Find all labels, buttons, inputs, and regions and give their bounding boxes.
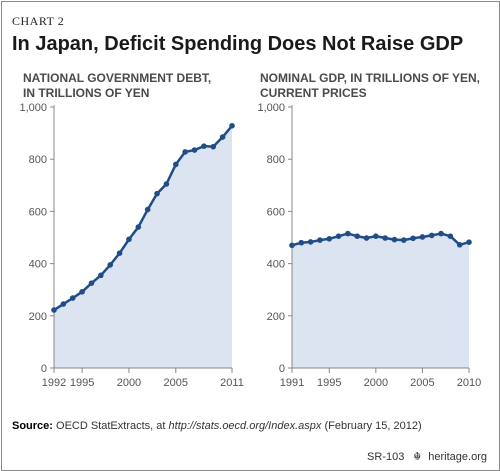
left-panel-title-line1: NATIONAL GOVERNMENT DEBT,: [23, 71, 212, 85]
gdp-y-tick-label: 400: [267, 259, 285, 271]
debt-data-point: [88, 280, 95, 286]
gdp-y-tick-label: 800: [267, 154, 285, 166]
debt-data-point: [144, 206, 151, 213]
debt-data-point: [154, 190, 160, 197]
gdp-data-point: [466, 239, 472, 245]
debt-data-point: [69, 295, 76, 301]
gdp-data-point: [363, 235, 370, 241]
debt-x-tick-label: 2011: [220, 377, 244, 389]
debt-data-point: [126, 236, 132, 243]
gdp-y-tick-label: 600: [267, 206, 285, 218]
debt-data-point: [98, 272, 104, 279]
site-link[interactable]: heritage.org: [428, 451, 487, 463]
gdp-y-tick-label: 200: [267, 311, 285, 323]
debt-data-point: [163, 181, 170, 187]
left-panel-title-line2: IN TRILLIONS OF YEN: [23, 86, 150, 100]
debt-data-point: [135, 224, 142, 230]
gdp-data-point: [456, 242, 463, 248]
gdp-x-tick-label: 1995: [317, 377, 341, 389]
debt-data-point: [116, 250, 123, 256]
debt-y-tick-label: 1,000: [19, 102, 47, 114]
charts-canvas: 0 200 400 600 800 1,000 1992 1995 2000 2005 2011 0 2…: [19, 102, 481, 389]
debt-data-point: [229, 122, 235, 129]
debt-data-point: [201, 143, 207, 149]
gdp-y-tick-label: 1,000: [257, 102, 285, 114]
gdp-data-point: [326, 236, 333, 242]
debt-data-point: [79, 288, 85, 295]
gdp-data-point: [428, 232, 435, 239]
report-id: SR-103: [367, 451, 405, 463]
gdp-x-tick-label: 1991: [280, 377, 304, 389]
gdp-data-point: [354, 233, 361, 239]
gdp-x-tick-label: 2000: [364, 377, 388, 389]
left-panel-title: NATIONAL GOVERNMENT DEBT, IN TRILLIONS O…: [23, 71, 263, 101]
gdp-y-tick-label: 0: [279, 363, 285, 375]
gdp-data-point: [419, 234, 426, 240]
debt-x-tick-label: 1992: [42, 377, 66, 389]
source-suffix: (February 15, 2012): [321, 420, 422, 432]
debt-data-point: [210, 143, 217, 150]
debt-data-point: [60, 301, 67, 307]
debt-y-tick-label: 200: [29, 311, 47, 323]
debt-data-point: [191, 147, 198, 153]
page-title: In Japan, Deficit Spending Does Not Rais…: [12, 33, 464, 55]
gdp-data-point: [447, 233, 454, 239]
right-panel-title-line1: NOMINAL GDP, IN TRILLIONS OF YEN,: [260, 71, 481, 85]
gdp-data-point: [317, 237, 323, 243]
source-url[interactable]: http://stats.oecd.org/Index.aspx: [168, 420, 322, 432]
gdp-data-point: [382, 235, 388, 241]
gdp-data-point: [438, 230, 444, 237]
gdp-data-point: [298, 239, 305, 246]
debt-x-tick-label: 2005: [164, 377, 188, 389]
gdp-data-point: [391, 236, 398, 243]
debt-x-tick-label: 2000: [117, 377, 141, 389]
gdp-data-point: [289, 242, 295, 249]
debt-y-tick-label: 800: [29, 154, 47, 166]
right-panel-title-line2: CURRENT PRICES: [260, 86, 367, 100]
source-label: Source:: [12, 420, 53, 432]
gdp-data-point: [307, 239, 314, 245]
gdp-x-tick-label: 2010: [457, 377, 481, 389]
debt-y-tick-label: 600: [29, 206, 47, 218]
gdp-data-point: [373, 233, 379, 239]
gdp-data-point: [400, 237, 407, 243]
debt-x-tick-label: 1995: [70, 377, 94, 389]
gdp-area-fill: [292, 233, 469, 368]
report-info: SR-103 ☬ heritage.org: [367, 450, 487, 463]
source-note: Source: OECD StatExtracts, at http://sta…: [12, 420, 422, 432]
heritage-logo-icon: ☬: [413, 451, 422, 463]
gdp-data-point: [345, 230, 351, 237]
gdp-data-point: [335, 233, 342, 239]
source-prefix: OECD StatExtracts, at: [56, 420, 169, 432]
debt-y-tick-label: 400: [29, 259, 47, 271]
debt-data-point: [107, 262, 114, 268]
right-panel-title: NOMINAL GDP, IN TRILLIONS OF YEN, CURREN…: [260, 71, 500, 101]
chart-number-label: CHART 2: [12, 14, 65, 28]
debt-data-point: [172, 161, 179, 168]
debt-data-point: [182, 149, 188, 155]
debt-data-point: [219, 134, 226, 140]
gdp-data-point: [410, 235, 416, 242]
debt-data-point: [51, 307, 57, 313]
debt-y-tick-label: 0: [41, 363, 47, 375]
gdp-x-tick-label: 2005: [410, 377, 434, 389]
debt-area-fill: [54, 125, 232, 369]
